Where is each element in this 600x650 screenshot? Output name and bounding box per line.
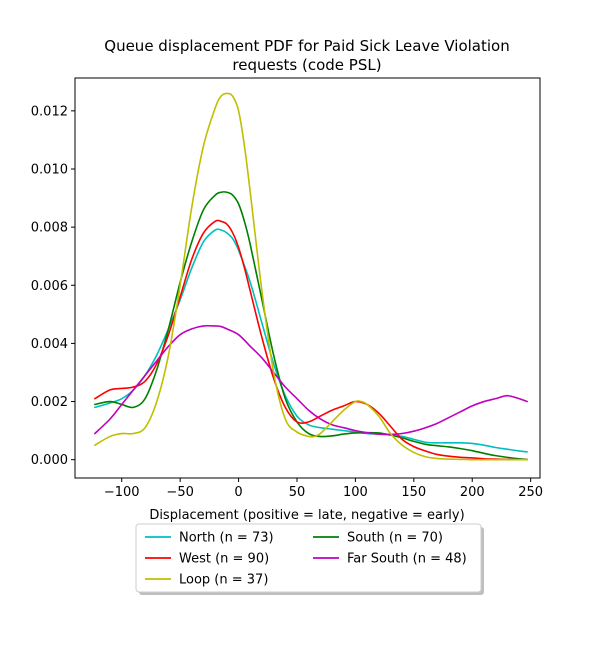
y-tick-label: 0.000: [31, 453, 68, 468]
x-tick-label: 50: [289, 485, 306, 500]
x-tick-label: 150: [401, 485, 426, 500]
y-tick-label: 0.010: [31, 162, 68, 177]
legend-label: North (n = 73): [179, 531, 274, 546]
y-axis: 0.000 0.002 0.004 0.006 0.008 0.010 0.012: [31, 104, 75, 468]
y-tick-label: 0.012: [31, 104, 68, 119]
x-tick-label: 0: [234, 485, 242, 500]
y-tick-label: 0.008: [31, 221, 68, 236]
series-line-1: [94, 191, 528, 461]
y-tick-label: 0.006: [31, 279, 68, 294]
plot-lines: [94, 92, 528, 461]
legend-items: North (n = 73) South (n = 70) West (n = 90…: [145, 531, 467, 588]
series-line-4: [94, 92, 528, 461]
plot-frame: [74, 77, 541, 479]
series-line-0: [94, 228, 528, 453]
x-axis: −100 −50 0 50 100 150 200 250: [104, 478, 543, 500]
x-tick-label: 250: [518, 485, 543, 500]
x-tick-label: 100: [343, 485, 368, 500]
legend-label: Loop (n = 37): [179, 573, 268, 588]
series-line-2: [94, 219, 528, 461]
legend-label: Far South (n = 48): [347, 552, 467, 567]
x-tick-label: −50: [166, 485, 193, 500]
chart-title: Queue displacement PDF for Paid Sick Lea…: [104, 37, 509, 55]
chart-title-line2: requests (code PSL): [232, 56, 381, 74]
x-tick-label: 200: [460, 485, 485, 500]
legend-box: [135, 523, 482, 593]
series-line-3: [94, 324, 528, 436]
x-axis-label: Displacement (positive = late, negative …: [149, 508, 464, 523]
legend-label: South (n = 70): [347, 531, 443, 546]
legend: North (n = 73) South (n = 70) West (n = 90…: [135, 523, 484, 595]
x-tick-label: −100: [104, 485, 140, 500]
y-tick-label: 0.002: [31, 395, 68, 410]
y-tick-label: 0.004: [31, 337, 68, 352]
legend-label: West (n = 90): [179, 552, 269, 567]
